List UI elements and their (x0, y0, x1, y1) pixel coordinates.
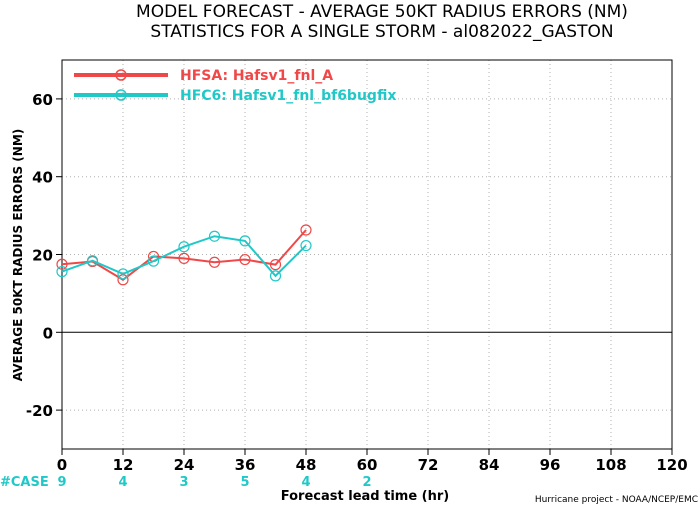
plot-frame (61, 59, 673, 450)
legend-swatch-marker (115, 89, 127, 101)
series-layer (56, 224, 312, 286)
x-tick-label: 96 (540, 456, 561, 474)
x-tick-labels: 0 12 24 36 48 60 72 84 96 108 120 (57, 456, 688, 474)
legend-label: HFSA: Hafsv1_fnl_A (180, 68, 333, 84)
legend-entry-1: HFSA: Hafsv1_fnl_A (74, 68, 333, 84)
y-axis-label: AVERAGE 50KT RADIUS ERRORS (NM) (11, 129, 25, 381)
case-count: 9 (57, 475, 66, 490)
case-count: 3 (179, 475, 188, 490)
data-point (147, 255, 160, 267)
case-count: 4 (118, 475, 127, 490)
y-tick-label: 60 (32, 91, 53, 109)
chart-title: MODEL FORECAST - AVERAGE 50KT RADIUS ERR… (136, 2, 628, 22)
data-point (269, 259, 282, 271)
case-count: 4 (301, 475, 310, 490)
x-tick-label: 0 (57, 456, 67, 474)
x-tick-label: 72 (418, 456, 439, 474)
case-counts: #CASE 9 4 3 5 4 2 (0, 475, 372, 490)
legend-swatch-marker (115, 69, 127, 81)
x-tick-label: 36 (235, 456, 256, 474)
x-tick-label: 12 (113, 456, 134, 474)
x-tick-label: 24 (174, 456, 195, 474)
credit-text: Hurricane project - NOAA/NCEP/EMC (535, 495, 698, 505)
y-tick-label: 40 (32, 169, 53, 187)
x-tick-label: 108 (595, 456, 626, 474)
data-point (208, 256, 221, 268)
data-point (269, 270, 282, 282)
data-point (239, 235, 251, 247)
grid-lines (62, 60, 672, 449)
x-tick-label: 84 (479, 456, 500, 474)
y-tick-label: 0 (43, 324, 53, 342)
y-tick-label: -20 (26, 402, 53, 420)
data-point (56, 258, 68, 270)
data-point (86, 255, 99, 267)
x-axis-label: Forecast lead time (hr) (281, 489, 449, 504)
x-tick-label: 48 (296, 456, 317, 474)
case-label: #CASE (0, 475, 49, 490)
data-point (178, 241, 190, 253)
axes (56, 59, 673, 455)
data-point (300, 239, 312, 252)
data-point (117, 268, 129, 280)
data-point (300, 224, 312, 236)
y-tick-labels: -20 0 20 40 60 (26, 91, 53, 420)
legend-entry-2: HFC6: Hafsv1_fnl_bf6bugfix (74, 88, 396, 104)
series-1 (56, 224, 312, 286)
case-count: 5 (240, 475, 249, 490)
y-tick-label: 20 (32, 247, 53, 265)
case-count: 2 (362, 475, 371, 490)
chart-subtitle: STATISTICS FOR A SINGLE STORM - al082022… (150, 22, 613, 42)
data-point (208, 230, 221, 242)
series-2 (56, 230, 312, 282)
data-point (56, 266, 68, 278)
x-tick-label: 120 (656, 456, 687, 474)
series-line (61, 235, 307, 278)
data-point (239, 253, 251, 266)
x-tick-label: 60 (357, 456, 378, 474)
legend-label: HFC6: Hafsv1_fnl_bf6bugfix (180, 88, 396, 104)
data-point (178, 252, 190, 264)
legend: HFSA: Hafsv1_fnl_A HFC6: Hafsv1_fnl_bf6bu… (74, 68, 396, 104)
